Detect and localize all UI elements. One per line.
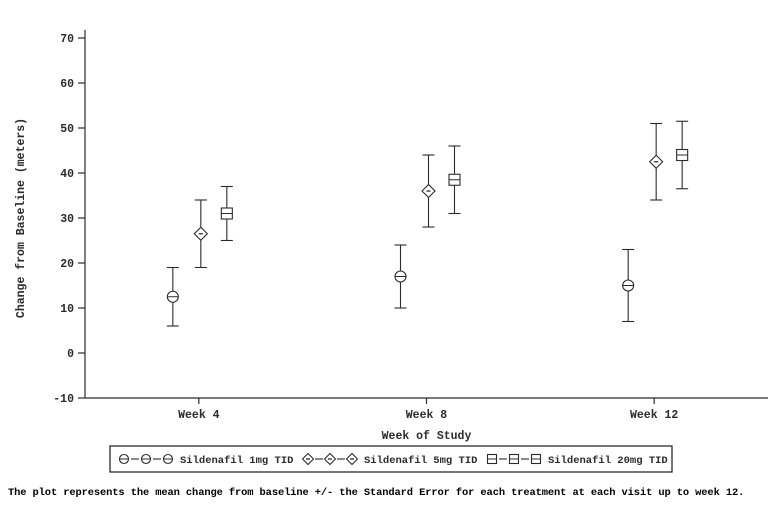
series-square xyxy=(220,120,689,242)
legend: Sildenafil 1mg TID Sildenafil 5mg TID Sild… xyxy=(109,445,673,473)
legend-entry-3: Sildenafil 20mg TID xyxy=(486,453,668,467)
legend-label: Sildenafil 5mg TID xyxy=(364,455,477,467)
svg-text:40: 40 xyxy=(60,168,74,181)
x-tick-labels: Week 4 Week 8 Week 12 xyxy=(178,409,678,422)
svg-text:Week 12: Week 12 xyxy=(630,409,678,422)
svg-text:Week 8: Week 8 xyxy=(406,409,448,422)
y-axis-title: Change from Baseline (meters) xyxy=(15,118,28,318)
legend-entry-1: Sildenafil 1mg TID xyxy=(118,453,293,467)
axes xyxy=(78,30,768,404)
footnote-text: The plot represents the mean change from… xyxy=(8,487,745,499)
x-axis-title: Week of Study xyxy=(382,430,472,443)
svg-text:60: 60 xyxy=(60,78,74,91)
svg-text:20: 20 xyxy=(60,258,74,271)
svg-text:50: 50 xyxy=(60,123,74,136)
svg-text:Week 4: Week 4 xyxy=(178,409,220,422)
legend-label: Sildenafil 1mg TID xyxy=(180,455,293,467)
svg-text:70: 70 xyxy=(60,33,74,46)
svg-text:30: 30 xyxy=(60,213,74,226)
y-tick-labels: -10 0 10 20 30 40 50 60 70 xyxy=(53,33,74,406)
legend-entry-2: Sildenafil 5mg TID xyxy=(301,452,477,467)
legend-label: Sildenafil 20mg TID xyxy=(548,455,668,467)
series-diamond xyxy=(193,122,664,269)
series-circle xyxy=(166,244,635,327)
svg-text:-10: -10 xyxy=(53,393,74,406)
svg-text:0: 0 xyxy=(67,348,74,361)
svg-text:10: 10 xyxy=(60,303,74,316)
